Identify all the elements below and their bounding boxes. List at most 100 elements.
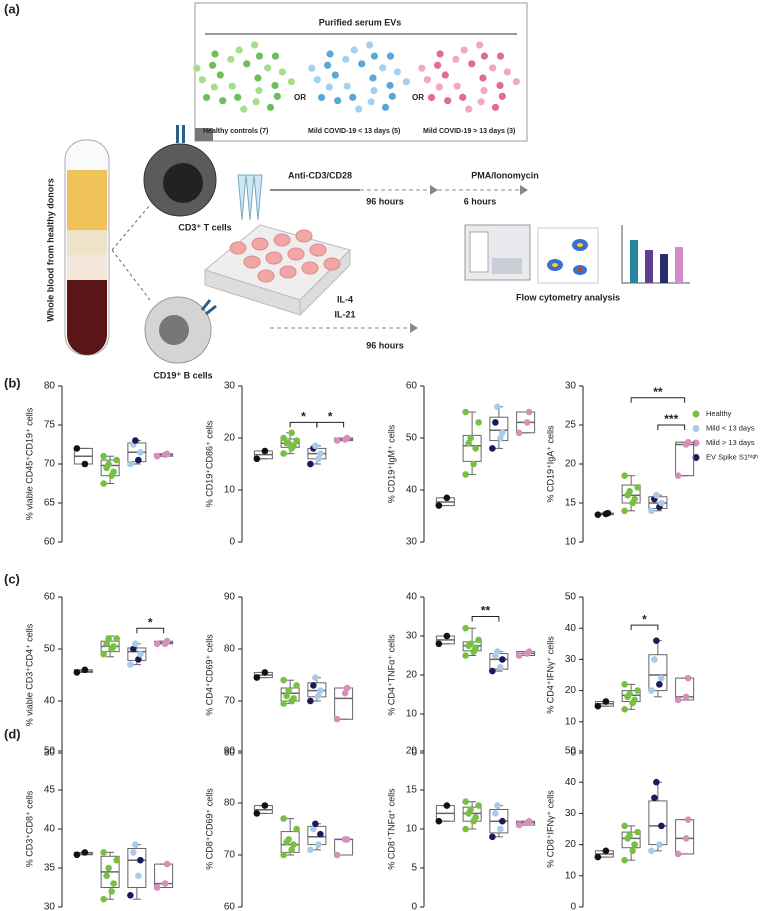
step-label: 96 hours: [366, 340, 404, 350]
data-point: [648, 847, 655, 855]
data-point: [523, 419, 531, 426]
data-point: [621, 856, 628, 864]
ev-dot: [342, 55, 350, 63]
ev-dot: [367, 98, 375, 106]
box: [127, 848, 147, 888]
data-point: [253, 674, 261, 681]
y-tick-label: 80: [224, 644, 236, 655]
ev-dot: [234, 93, 242, 101]
panel-label: (b): [4, 375, 21, 390]
data-point: [515, 652, 523, 659]
y-tick-label: 50: [565, 592, 577, 603]
well: [309, 243, 327, 257]
ev-dot: [423, 76, 431, 84]
data-point: [100, 849, 107, 856]
or: OR: [294, 93, 306, 102]
data-point: [135, 872, 142, 880]
data-point: [290, 695, 297, 702]
ev-dot: [228, 82, 236, 90]
data-point: [333, 851, 341, 859]
data-point: [621, 472, 628, 480]
legend-swatch: [692, 425, 700, 432]
ev-dot: [227, 55, 235, 63]
data-point: [113, 456, 120, 464]
data-point: [653, 491, 660, 499]
ev-dot: [255, 87, 263, 95]
ev-dot: [468, 60, 476, 68]
data-point: [163, 637, 171, 645]
data-point: [261, 802, 269, 809]
tcr: [182, 125, 185, 143]
y-tick-label: 30: [565, 381, 577, 392]
y-tick-label: 5: [411, 863, 417, 874]
significance-label: *: [148, 615, 153, 629]
cell-label: CD3⁺ T cells: [178, 222, 231, 232]
ev-dot: [350, 46, 358, 54]
ev-dot: [475, 41, 484, 49]
data-point: [631, 495, 638, 503]
panel-label: (a): [4, 1, 20, 16]
data-point: [163, 450, 171, 458]
ev-dot: [331, 71, 339, 79]
arrowhead: [410, 323, 418, 333]
well: [243, 255, 261, 269]
data-point: [475, 419, 482, 426]
data-point: [435, 640, 443, 648]
y-tick-label: 0: [570, 902, 576, 911]
ev-dot: [479, 74, 487, 82]
y-tick-label: 20: [406, 670, 418, 681]
data-point: [626, 488, 633, 495]
data-point: [110, 880, 117, 887]
data-point: [467, 434, 474, 442]
data-point: [283, 692, 290, 700]
ev-dot: [381, 103, 390, 111]
data-point: [621, 681, 628, 688]
cytometer: [464, 224, 690, 284]
data-point: [261, 447, 269, 455]
significance-label: *: [328, 410, 333, 424]
data-point: [293, 682, 300, 689]
legend-label: Healthy: [706, 409, 732, 418]
ev-dot: [436, 50, 444, 58]
y-tick-label: 10: [565, 537, 577, 548]
y-tick-label: 50: [406, 433, 418, 444]
ev-dot: [325, 83, 333, 91]
data-point: [307, 846, 314, 854]
b-nucleus: [159, 315, 189, 345]
ev-dot: [434, 61, 442, 69]
box: [675, 677, 695, 701]
data-point: [312, 674, 319, 681]
ev-dots: [193, 41, 520, 113]
data-point: [137, 856, 144, 864]
y-tick-label: 10: [565, 716, 577, 727]
y-tick-label: 10: [406, 709, 418, 720]
data-point: [132, 640, 139, 648]
y-tick-label: 20: [565, 839, 577, 850]
data-point: [674, 472, 682, 480]
data-point: [113, 635, 120, 642]
data-point: [333, 715, 341, 723]
data-point: [100, 480, 107, 487]
data-point: [626, 690, 633, 698]
ev-dot: [453, 82, 461, 90]
box: [675, 819, 695, 855]
data-point: [315, 455, 322, 463]
data-point: [161, 880, 169, 887]
y-tick-label: 40: [406, 485, 418, 496]
y-tick-label: 30: [565, 654, 577, 665]
data-point: [293, 825, 300, 833]
data-point: [113, 856, 120, 864]
y-tick-label: 20: [565, 685, 577, 696]
data-point: [137, 449, 144, 456]
data-point: [105, 864, 112, 872]
ev-dot: [379, 64, 387, 72]
significance-bracket: [630, 624, 659, 631]
ev-dot: [317, 93, 326, 102]
legend-swatch: [692, 410, 700, 418]
box: [154, 863, 174, 888]
data-point: [475, 802, 482, 809]
significance-bracket: [316, 421, 345, 428]
data-point: [653, 778, 660, 786]
y-tick-label: 50: [44, 746, 56, 757]
